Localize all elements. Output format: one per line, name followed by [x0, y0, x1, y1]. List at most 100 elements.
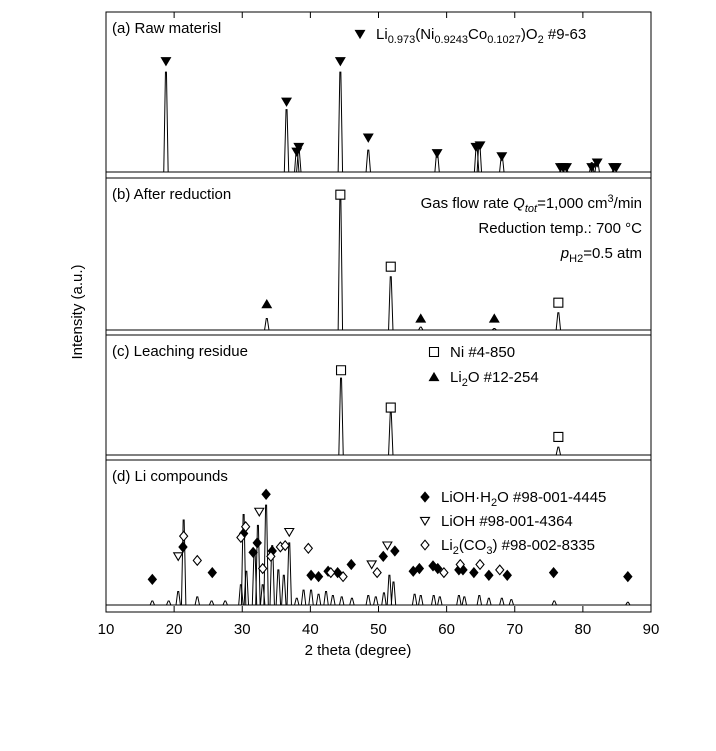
marker	[178, 530, 189, 542]
marker	[346, 558, 356, 571]
marker	[381, 541, 393, 551]
marker	[414, 562, 425, 575]
marker	[496, 152, 508, 162]
text-part: Li	[450, 369, 462, 386]
text-part: Li	[441, 537, 453, 554]
peak	[323, 591, 329, 606]
legend-label: LiOH #98-001-4364	[441, 513, 573, 530]
x-tick-label: 90	[643, 621, 660, 638]
text-part: p	[560, 245, 569, 262]
marker	[192, 554, 203, 567]
peak	[508, 599, 515, 606]
marker	[281, 97, 292, 107]
peak	[255, 524, 261, 606]
peak	[381, 592, 387, 606]
marker	[236, 531, 246, 544]
text-part: Ni #4-850	[450, 344, 515, 361]
text-part: 2	[491, 497, 497, 509]
text-part: tot	[525, 203, 538, 215]
peak	[222, 600, 228, 606]
text-part: Gas flow rate	[421, 195, 514, 212]
peak	[275, 569, 282, 606]
text-part: LiOH #98-001-4364	[441, 513, 573, 530]
text-part: ) #98-002-8335	[492, 537, 595, 554]
peak	[337, 197, 344, 331]
legend-symbol	[428, 346, 440, 358]
text-part: (CO	[459, 537, 487, 554]
x-tick-label: 30	[234, 621, 251, 638]
text-part: O #12-254	[468, 369, 539, 386]
peak	[418, 595, 424, 606]
legend-label: Ni #4-850	[450, 344, 515, 361]
marker	[172, 552, 184, 562]
peak	[315, 593, 322, 606]
peak	[373, 596, 379, 606]
text-part: O #98-001-4445	[497, 489, 606, 506]
marker	[335, 365, 347, 376]
legend-symbol	[354, 29, 366, 40]
marker	[303, 542, 314, 554]
legend-label: Li2(CO3) #98-002-8335	[441, 537, 595, 557]
text-part: 0.973	[388, 34, 416, 46]
legend-symbol	[419, 516, 431, 527]
peak	[338, 377, 344, 456]
x-tick-label: 70	[506, 621, 523, 638]
y-axis-label: Intensity (a.u.)	[69, 264, 86, 359]
marker	[362, 133, 374, 143]
peak	[175, 591, 181, 606]
text-part: 3	[486, 545, 492, 557]
peak	[308, 589, 314, 606]
marker	[378, 550, 388, 563]
peak	[240, 514, 247, 606]
marker	[326, 566, 336, 579]
peak	[418, 326, 424, 331]
text-part: )O	[521, 26, 538, 43]
text-part: 2	[538, 34, 544, 46]
peak	[388, 411, 394, 456]
marker	[293, 142, 305, 153]
x-axis-label: 2 theta (degree)	[305, 642, 412, 659]
marker	[474, 141, 486, 151]
text-part: 2	[462, 377, 468, 389]
marker	[488, 313, 500, 323]
peak	[386, 574, 393, 606]
peak	[491, 328, 497, 331]
marker	[257, 562, 268, 575]
text-part: #9-63	[544, 26, 587, 43]
text-part: =0.5 atm	[583, 245, 642, 262]
marker	[623, 570, 633, 583]
peak	[243, 570, 250, 606]
marker	[306, 569, 316, 581]
marker	[390, 545, 400, 557]
peak	[166, 600, 172, 606]
marker	[252, 537, 262, 549]
x-tick-label: 60	[438, 621, 455, 638]
marker	[553, 431, 564, 442]
legend-symbol	[428, 371, 440, 382]
marker	[484, 569, 494, 581]
text-part: Li	[376, 26, 388, 43]
marker	[332, 566, 343, 579]
peak	[349, 597, 355, 606]
peak	[390, 581, 397, 606]
peak	[555, 446, 562, 456]
marker	[248, 546, 258, 559]
peak	[499, 597, 505, 606]
peak	[337, 71, 344, 173]
text-part: H2	[569, 253, 583, 265]
panel-label: (a) Raw materisl	[112, 20, 221, 37]
peak	[281, 574, 287, 606]
legend-symbol	[420, 539, 430, 551]
peak	[286, 542, 292, 606]
peak	[238, 584, 244, 606]
peak	[456, 595, 462, 606]
peak	[264, 317, 270, 331]
marker	[548, 566, 559, 579]
x-tick-label: 10	[98, 621, 115, 638]
marker	[475, 558, 485, 571]
peak	[194, 596, 200, 606]
legend-symbol	[420, 491, 430, 503]
legend-label: LiOH·H2O #98-001-4445	[441, 489, 606, 509]
text-part: 2	[453, 545, 459, 557]
